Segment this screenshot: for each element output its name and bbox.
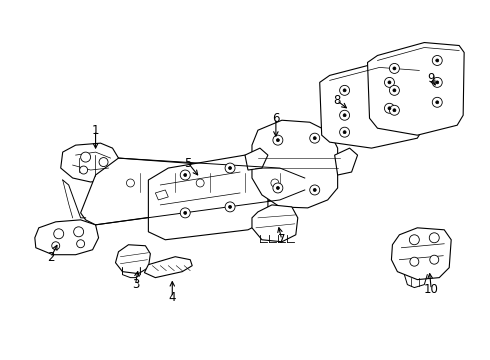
Circle shape: [385, 103, 394, 113]
Circle shape: [184, 174, 187, 176]
Polygon shape: [81, 158, 319, 225]
Text: 6: 6: [272, 112, 280, 125]
Circle shape: [52, 242, 60, 250]
Circle shape: [436, 101, 439, 104]
Circle shape: [310, 133, 319, 143]
Circle shape: [393, 109, 396, 112]
Polygon shape: [116, 245, 150, 274]
Text: 7: 7: [278, 233, 286, 246]
Polygon shape: [155, 190, 168, 200]
Circle shape: [409, 235, 419, 245]
Circle shape: [273, 183, 283, 193]
Text: 8: 8: [333, 94, 341, 107]
Circle shape: [225, 163, 235, 173]
Polygon shape: [148, 155, 268, 240]
Circle shape: [184, 211, 187, 214]
Circle shape: [81, 152, 91, 162]
Circle shape: [390, 63, 399, 73]
Circle shape: [393, 67, 396, 70]
Circle shape: [74, 227, 84, 237]
Circle shape: [429, 233, 439, 243]
Circle shape: [126, 179, 134, 187]
Text: 2: 2: [47, 251, 54, 264]
Circle shape: [313, 137, 316, 140]
Circle shape: [228, 206, 232, 208]
Circle shape: [432, 97, 442, 107]
Circle shape: [276, 186, 279, 189]
Circle shape: [388, 81, 391, 84]
Circle shape: [432, 77, 442, 87]
Text: 1: 1: [92, 124, 99, 137]
Circle shape: [343, 114, 346, 117]
Circle shape: [340, 127, 349, 137]
Circle shape: [343, 131, 346, 134]
Circle shape: [436, 81, 439, 84]
Circle shape: [310, 185, 319, 195]
Circle shape: [385, 77, 394, 87]
Circle shape: [393, 89, 396, 92]
Circle shape: [80, 166, 88, 174]
Polygon shape: [319, 62, 424, 148]
Polygon shape: [245, 148, 268, 170]
Circle shape: [343, 89, 346, 92]
Text: 4: 4: [169, 291, 176, 304]
Polygon shape: [335, 148, 358, 175]
Text: 5: 5: [185, 157, 192, 170]
Polygon shape: [252, 120, 338, 208]
Circle shape: [388, 107, 391, 110]
Polygon shape: [252, 205, 298, 242]
Text: 10: 10: [424, 283, 439, 296]
Circle shape: [228, 167, 232, 170]
Polygon shape: [145, 257, 192, 278]
Polygon shape: [61, 143, 119, 182]
Circle shape: [273, 135, 283, 145]
Circle shape: [313, 189, 316, 192]
Polygon shape: [392, 228, 451, 280]
Circle shape: [180, 208, 190, 218]
Text: 9: 9: [428, 72, 435, 85]
Circle shape: [390, 105, 399, 115]
Circle shape: [430, 255, 439, 264]
Circle shape: [76, 240, 85, 248]
Circle shape: [390, 85, 399, 95]
Circle shape: [54, 229, 64, 239]
Circle shape: [340, 85, 349, 95]
Text: 3: 3: [132, 278, 139, 291]
Circle shape: [180, 170, 190, 180]
Circle shape: [99, 158, 108, 167]
Circle shape: [225, 202, 235, 212]
Circle shape: [271, 179, 279, 187]
Polygon shape: [35, 220, 98, 255]
Polygon shape: [368, 42, 464, 135]
Circle shape: [436, 59, 439, 62]
Circle shape: [196, 179, 204, 187]
Circle shape: [276, 139, 279, 141]
Circle shape: [432, 55, 442, 66]
Circle shape: [410, 257, 419, 266]
Circle shape: [340, 110, 349, 120]
